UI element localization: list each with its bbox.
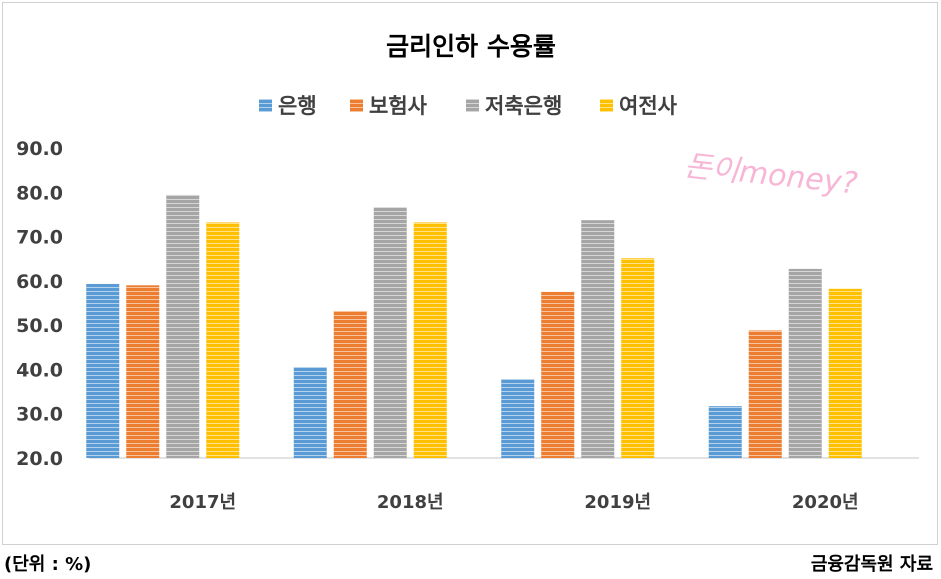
- bar: [828, 288, 862, 458]
- bar: [333, 310, 367, 458]
- y-tick-label: 20.0: [16, 448, 63, 470]
- bar: [86, 283, 120, 458]
- legend-label: 저축은행: [485, 94, 562, 118]
- bar: [413, 222, 447, 458]
- y-tick-label: 50.0: [16, 315, 63, 337]
- bar: [788, 268, 822, 458]
- bars: [86, 194, 862, 458]
- bar: [501, 379, 535, 458]
- legend-item: 저축은행: [466, 94, 562, 118]
- y-tick-label: 60.0: [16, 271, 63, 293]
- bar: [708, 406, 742, 458]
- bar: [373, 207, 407, 458]
- y-tick-label: 30.0: [16, 404, 63, 426]
- y-tick-label: 70.0: [16, 227, 63, 249]
- bar-chart: 금리인하 수용률 은행 보험사 저축은행 여전사 20.0 30.0 40.0 50.0 60…: [16, 32, 919, 513]
- bar: [541, 291, 575, 458]
- bar: [126, 285, 160, 458]
- x-tick-label: 2020년: [792, 492, 859, 513]
- bar: [748, 330, 782, 458]
- bar: [206, 222, 240, 458]
- legend-item: 여전사: [600, 94, 678, 118]
- x-tick-label: 2019년: [584, 492, 651, 513]
- y-tick-label: 80.0: [16, 182, 63, 204]
- bar: [293, 367, 327, 458]
- y-axis: 20.0 30.0 40.0 50.0 60.0 70.0 80.0 90.0: [16, 138, 63, 470]
- legend-label: 은행: [278, 94, 317, 118]
- chart-title: 금리인하 수용률: [386, 32, 556, 61]
- bar: [581, 220, 615, 458]
- x-tick-label: 2017년: [169, 492, 236, 513]
- legend: 은행 보험사 저축은행 여전사: [259, 94, 678, 118]
- legend-item: 보험사: [350, 94, 428, 118]
- unit-label: (단위 : %): [4, 554, 92, 575]
- x-tick-label: 2018년: [377, 492, 444, 513]
- legend-label: 보험사: [369, 94, 428, 118]
- bar: [621, 258, 655, 458]
- legend-item: 은행: [259, 94, 317, 118]
- bar: [166, 194, 200, 458]
- chart-area: 금리인하 수용률 은행 보험사 저축은행 여전사 20.0 30.0 40.0 50.0 60…: [2, 2, 938, 545]
- source-label: 금융감독원 자료: [810, 554, 933, 575]
- watermark-text: 돈이money?: [682, 149, 859, 202]
- legend-label: 여전사: [619, 94, 678, 118]
- y-tick-label: 40.0: [16, 359, 63, 381]
- x-axis-labels: 2017년 2018년 2019년 2020년: [169, 492, 858, 513]
- y-tick-label: 90.0: [16, 138, 63, 160]
